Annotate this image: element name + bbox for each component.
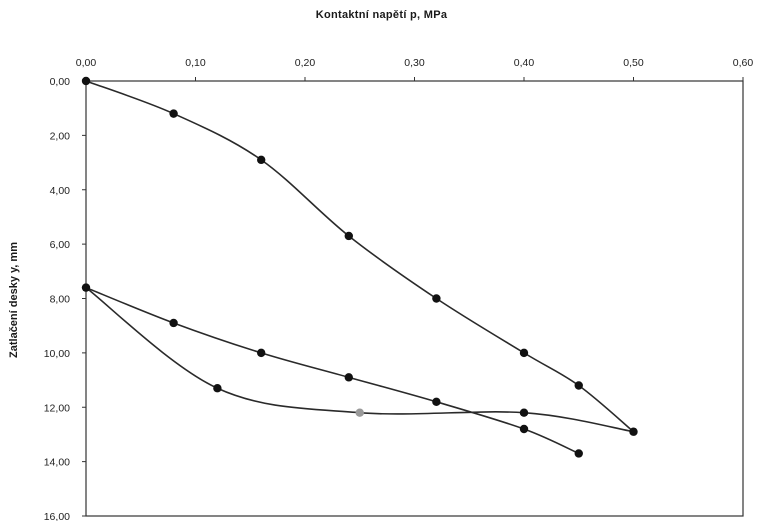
- x-tick-label: 0,50: [623, 57, 644, 69]
- reloading-line: [85, 286, 580, 455]
- y-tick-label: 0,00: [50, 76, 71, 88]
- data-point: [574, 449, 583, 458]
- y-tick-label: 16,00: [44, 511, 70, 521]
- data-point: [169, 318, 178, 328]
- data-point: [574, 381, 583, 390]
- data-point: [519, 348, 529, 358]
- data-point: [81, 283, 91, 292]
- x-tick-label: 0,00: [76, 57, 97, 69]
- data-point: [344, 373, 353, 382]
- data-point: [432, 397, 441, 407]
- y-tick-label: 12,00: [44, 402, 70, 414]
- y-tick-label: 10,00: [44, 348, 70, 360]
- x-tick-label: 0,20: [295, 57, 316, 69]
- loading-curve: [85, 80, 635, 433]
- data-point: [519, 424, 529, 434]
- x-tick-label: 0,40: [514, 57, 535, 69]
- data-point: [344, 231, 353, 241]
- data-points: [81, 76, 638, 458]
- data-point: [519, 408, 529, 417]
- axes: [82, 77, 744, 517]
- plot-frame: [85, 80, 744, 517]
- y-tick-label: 14,00: [44, 457, 70, 469]
- y-tick-label: 4,00: [50, 185, 71, 197]
- x-tick-label: 0,30: [404, 57, 425, 69]
- data-point: [169, 109, 178, 118]
- y-tick-label: 6,00: [50, 239, 71, 251]
- data-point: [355, 408, 364, 417]
- data-point: [629, 427, 638, 436]
- y-tick-label: 8,00: [50, 294, 71, 306]
- data-point: [213, 384, 222, 393]
- data-point: [432, 294, 441, 303]
- curves: [85, 80, 635, 455]
- data-point: [81, 76, 91, 86]
- x-tick-label: 0,10: [185, 57, 206, 69]
- data-point: [257, 348, 266, 358]
- tick-labels: 0,00 0,10 0,20 0,30 0,40 0,50 0,60 0,00 2,00 4,00…: [44, 57, 754, 521]
- y-tick-label: 2,00: [50, 130, 71, 142]
- chart-title: Kontaktní napětí p, MPa: [315, 9, 448, 21]
- x-tick-label: 0,60: [733, 57, 754, 69]
- data-point: [257, 155, 266, 165]
